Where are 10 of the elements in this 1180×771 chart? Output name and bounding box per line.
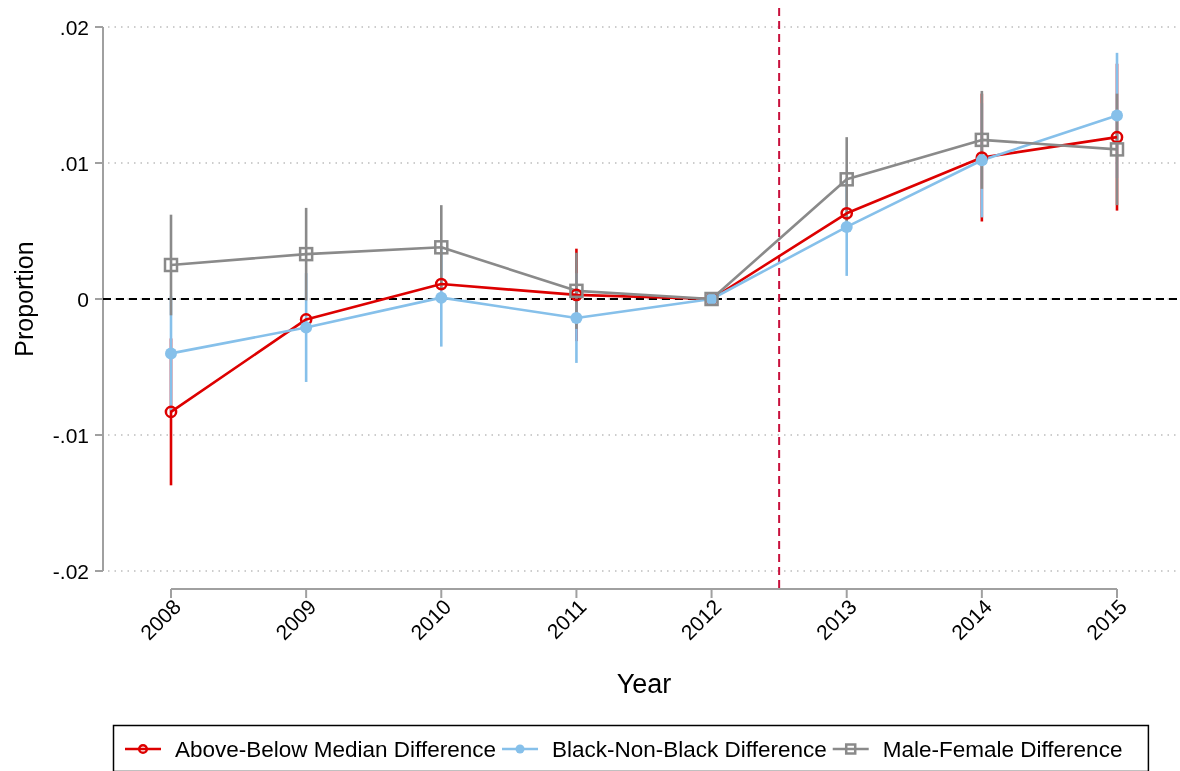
- legend-label: Black-Non-Black Difference: [552, 736, 827, 762]
- y-axis-title: Proportion: [10, 241, 38, 357]
- y-tick-label: -.01: [52, 423, 89, 447]
- y-tick-label: -.02: [52, 559, 89, 583]
- y-tick-label: .01: [59, 151, 89, 175]
- y-tick-label: 0: [77, 287, 89, 311]
- y-tick-label: .02: [59, 15, 89, 39]
- x-axis-title: Year: [616, 669, 672, 699]
- legend-label: Male-Female Difference: [882, 736, 1123, 762]
- legend-label: Above-Below Median Difference: [175, 736, 497, 762]
